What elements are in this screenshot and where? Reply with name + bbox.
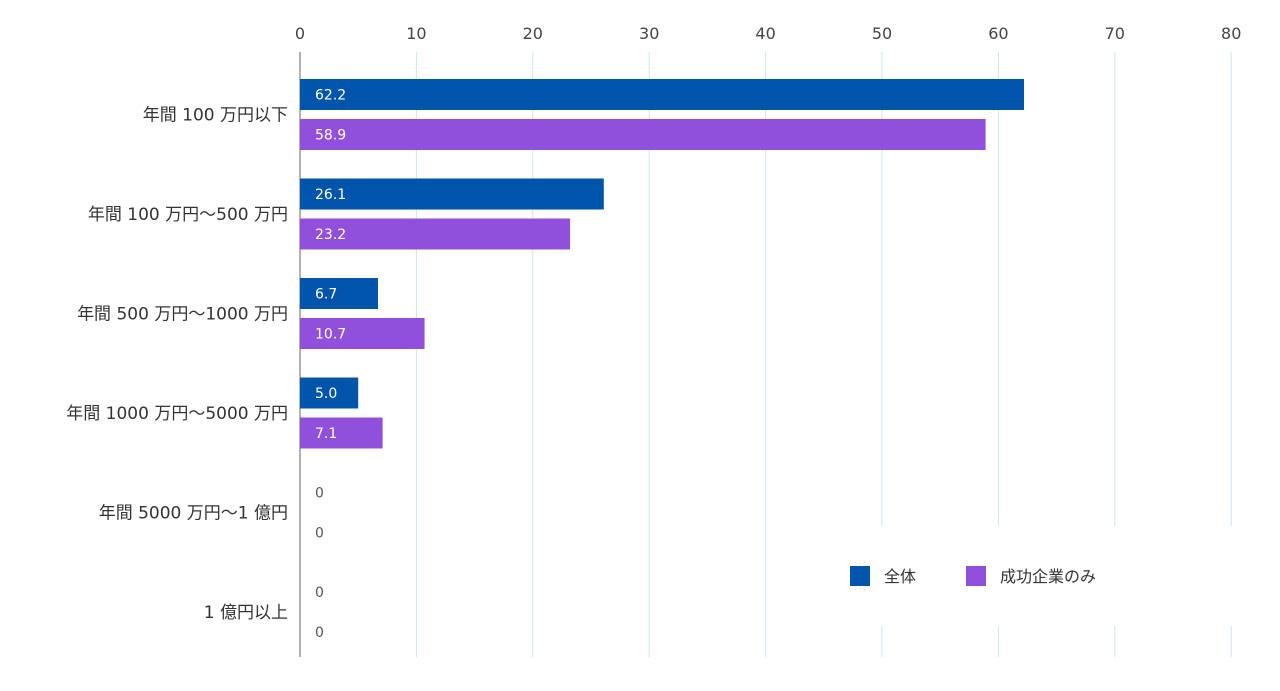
bar bbox=[300, 318, 425, 349]
x-tick-label: 10 bbox=[406, 24, 426, 43]
bar bbox=[300, 377, 359, 409]
category-label: 年間 500 万円〜1000 万円 bbox=[77, 305, 288, 325]
bar bbox=[300, 278, 378, 309]
bar bbox=[300, 79, 1025, 110]
category-label: 年間 100 万円以下 bbox=[143, 106, 288, 126]
grid-lines bbox=[415, 52, 1232, 657]
legend-label: 全体 bbox=[884, 567, 916, 586]
bar bbox=[300, 119, 986, 150]
category-label: 年間 1000 万円〜5000 万円 bbox=[66, 404, 288, 424]
legend: 全体 成功企業のみ bbox=[850, 566, 1096, 586]
x-tick-label: 20 bbox=[523, 24, 543, 43]
category-label: 年間 100 万円〜500 万円 bbox=[88, 205, 288, 225]
legend-swatch bbox=[850, 566, 870, 586]
category-label: 年間 5000 万円〜1 億円 bbox=[99, 504, 288, 524]
data-label: 62.2 bbox=[315, 88, 346, 104]
data-label: 7.1 bbox=[315, 426, 337, 442]
bars: 62.2 58.9 26.1 23.2 6.7 10.7 5.0 7.1 0 0 0 0 bbox=[300, 79, 1025, 641]
legend-swatch bbox=[966, 566, 986, 586]
data-label: 0 bbox=[315, 526, 324, 542]
data-label: 0 bbox=[315, 625, 324, 641]
x-tick-label: 40 bbox=[755, 24, 775, 43]
x-tick-label: 80 bbox=[1221, 24, 1241, 43]
data-label: 26.1 bbox=[315, 187, 346, 203]
x-tick-label: 60 bbox=[988, 24, 1008, 43]
data-label: 6.7 bbox=[315, 287, 337, 303]
x-tick-label: 0 bbox=[295, 24, 305, 43]
legend-label: 成功企業のみ bbox=[1000, 567, 1096, 586]
bar bbox=[300, 178, 604, 210]
category-label: 1 億円以上 bbox=[204, 603, 288, 623]
data-label: 5.0 bbox=[315, 386, 337, 402]
data-label: 58.9 bbox=[315, 128, 346, 144]
x-tick-label: 30 bbox=[639, 24, 659, 43]
bar bbox=[300, 417, 383, 449]
data-label: 0 bbox=[315, 486, 324, 502]
data-label: 10.7 bbox=[315, 327, 346, 343]
x-tick-label: 70 bbox=[1105, 24, 1125, 43]
x-axis-ticks: 0 10 20 30 40 50 60 70 80 bbox=[295, 24, 1241, 43]
data-label: 0 bbox=[315, 585, 324, 601]
x-tick-label: 50 bbox=[872, 24, 892, 43]
bar bbox=[300, 218, 571, 250]
data-label: 23.2 bbox=[315, 227, 346, 243]
